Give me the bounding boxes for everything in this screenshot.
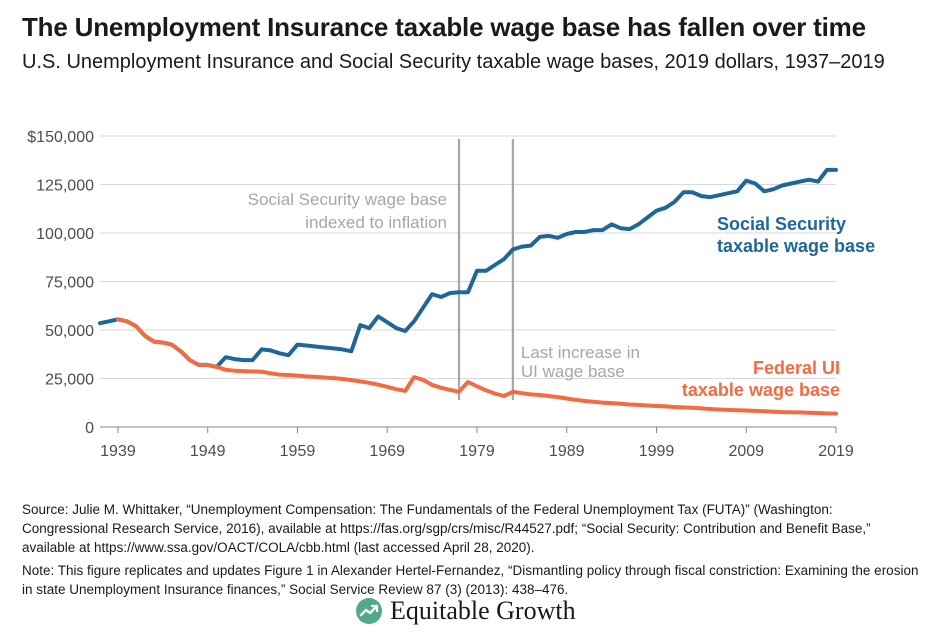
y-tick-label: $150,000 [27,129,94,146]
x-tick-label: 1939 [100,443,136,460]
chart-subtitle: U.S. Unemployment Insurance and Social S… [22,51,885,73]
y-tick-label: 125,000 [36,178,94,195]
x-tick-label: 1999 [639,443,675,460]
y-tick-label: 0 [85,420,94,437]
x-tick-label: 1979 [459,443,495,460]
chart-title: The Unemployment Insurance taxable wage … [22,12,866,42]
x-tick-label: 1949 [190,443,226,460]
y-tick-label: 25,000 [45,372,94,389]
y-tick-label: 75,000 [45,275,94,292]
annotation-label-inflation: Social Security wage base [248,190,447,209]
annotation-label-ui: UI wage base [521,362,625,381]
social-security-line [98,167,838,369]
x-tick-label: 1989 [549,443,585,460]
x-tick-label: 2009 [728,443,764,460]
footnote: Note: This figure replicates and updates… [22,563,919,597]
annotation-label-ui: Last increase in [521,343,640,362]
annotation-label-inflation: indexed to inflation [305,213,447,232]
x-tick-label: 2019 [818,443,854,460]
y-tick-label: 100,000 [36,226,94,243]
series-label-federal-ui: Federal UI [753,358,840,378]
y-tick-label: 50,000 [45,323,94,340]
x-tick-label: 1959 [280,443,316,460]
federal-ui-line [116,317,838,416]
logo-text: Equitable Growth [390,596,576,625]
line-chart: 0 25,000 50,000 75,000 100,000 125,000 $150,00… [27,129,875,460]
source-note: Source: Julie M. Whittaker, “Unemploymen… [22,502,871,555]
equitable-growth-logo[interactable]: Equitable Growth [356,596,576,626]
x-tick-label: 1969 [369,443,405,460]
series-label-social-security: Social Security [717,214,846,234]
equitable-growth-logo-icon [356,598,382,624]
series-label-federal-ui: taxable wage base [682,380,840,400]
series-label-social-security: taxable wage base [717,236,875,256]
